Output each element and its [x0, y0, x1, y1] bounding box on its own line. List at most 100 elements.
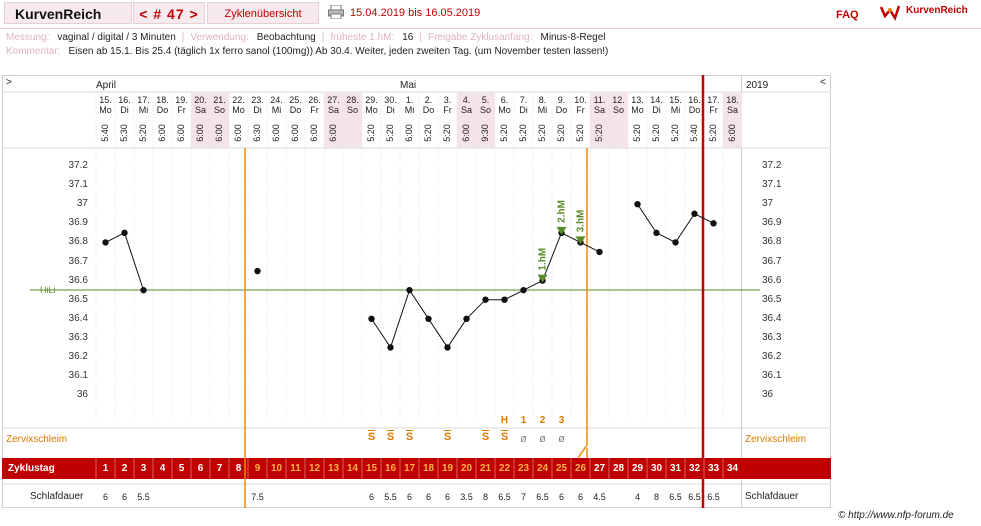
cycle-day-number: 31 — [669, 463, 682, 474]
day-date: 13. — [631, 95, 644, 105]
cycle-day-cell — [400, 459, 419, 478]
measure-time: 6:00 — [727, 124, 737, 142]
temp-line-segment — [580, 241, 600, 253]
cycle-day-cell — [533, 459, 552, 478]
y-tick-label-right: 36 — [762, 389, 774, 401]
sleep-value: 6 — [102, 492, 108, 502]
day-date: 9. — [557, 95, 566, 105]
day-date: 4. — [462, 95, 471, 105]
day-date: 10. — [574, 95, 587, 105]
temp-point — [596, 248, 603, 256]
day-date: 18. — [156, 95, 169, 105]
y-tick-label-right: 37.1 — [762, 179, 782, 191]
day-weekday: So — [479, 105, 491, 115]
day-weekday: Sa — [327, 105, 339, 115]
cycle-day-number: 26 — [574, 463, 587, 474]
day-weekday: Di — [519, 105, 528, 115]
cycle-day-number: 11 — [290, 463, 301, 474]
cervix-peak-mark: 1 — [520, 415, 527, 426]
top-bar: KurvenReich < # 47 > Zyklenübersicht 15.… — [0, 0, 981, 29]
measure-time: 6:00 — [157, 124, 167, 142]
measure-time: 5:40 — [100, 124, 110, 142]
measure-time: 5:20 — [594, 124, 604, 142]
temp-line-segment — [390, 289, 410, 348]
day-weekday: Mi — [271, 105, 282, 115]
measure-time: 5:20 — [708, 124, 718, 142]
temp-line-segment — [561, 232, 581, 243]
day-date: 17. — [137, 95, 150, 105]
weekend-shade — [191, 93, 210, 148]
sleep-label: Schlafdauer — [30, 491, 84, 502]
day-date: 24. — [270, 95, 283, 105]
day-weekday: Mo — [365, 105, 378, 115]
day-weekday: Mo — [99, 105, 112, 115]
cycle-navigator[interactable]: < # 47 > — [133, 2, 205, 24]
brand-title[interactable]: KurvenReich — [4, 2, 132, 24]
day-date: 23. — [251, 95, 264, 105]
temp-line-segment — [675, 213, 695, 243]
year-label: 2019 — [746, 80, 769, 91]
day-date: 25. — [289, 95, 302, 105]
measure-time: 6:00 — [404, 124, 414, 142]
y-tick-label: 36.2 — [68, 351, 88, 362]
temp-line-segment — [409, 289, 429, 320]
cervix-label: Zervixschleim — [6, 434, 68, 445]
measure-time: 5:20 — [138, 124, 148, 142]
cervix-label-right: Zervixschleim — [745, 434, 807, 445]
cycle-day-number: 4 — [159, 463, 166, 474]
y-tick-label: 36 — [76, 389, 88, 401]
measure-time: 5:20 — [670, 124, 680, 142]
temp-point — [444, 344, 451, 351]
nav-right-button[interactable]: < — [820, 77, 826, 88]
messung-label: Messung: — [6, 32, 50, 43]
day-date: 12. — [612, 95, 625, 105]
y-tick-label-right: 37.2 — [762, 160, 782, 171]
day-weekday: Sa — [194, 105, 206, 115]
y-tick-label: 37 — [76, 198, 88, 210]
y-tick-label: 36.5 — [68, 293, 88, 305]
cycle-overview-link[interactable]: Zyklenübersicht — [207, 2, 319, 24]
day-date: 16. — [688, 95, 701, 105]
measure-time: 6:00 — [195, 124, 205, 142]
day-weekday: So — [213, 105, 225, 115]
temp-point — [691, 210, 698, 217]
y-tick-label-right: 36.5 — [762, 293, 782, 305]
measure-time: 5:20 — [632, 124, 642, 142]
y-tick-label: 36.3 — [68, 331, 88, 343]
temp-line-segment — [428, 318, 448, 348]
cycle-day-number: 10 — [270, 463, 283, 474]
cycle-day-cell — [248, 459, 267, 478]
y-tick-label-right: 36.6 — [762, 274, 782, 286]
temp-point — [102, 239, 109, 246]
nav-left-button[interactable]: > — [6, 77, 12, 88]
orange-marker-bend — [577, 444, 588, 459]
day-date: 29. — [365, 95, 378, 105]
day-weekday: So — [346, 105, 358, 115]
measure-time: 6:00 — [328, 124, 338, 142]
day-weekday: Mo — [631, 105, 644, 115]
temp-point — [520, 286, 527, 294]
day-weekday: Mo — [232, 105, 245, 115]
day-date: 5. — [481, 95, 490, 105]
hm-label: 1.hM — [538, 248, 549, 271]
y-tick-label: 36.4 — [68, 312, 88, 324]
faq-link[interactable]: FAQ — [836, 9, 859, 21]
day-weekday: Mi — [138, 105, 149, 115]
y-tick-label: 36.1 — [68, 370, 88, 382]
y-tick-label: 37.2 — [68, 160, 88, 171]
print-icon[interactable] — [328, 5, 344, 19]
day-weekday: Di — [120, 105, 129, 115]
hm-triangle — [537, 274, 548, 283]
day-weekday: Do — [156, 105, 169, 115]
logo-text: KurvenReich — [906, 5, 968, 16]
cervix-symbol: S — [405, 431, 414, 443]
day-weekday: Mi — [537, 105, 548, 115]
cycle-day-cell — [476, 459, 495, 478]
y-tick-label: 37.1 — [68, 179, 88, 191]
cycle-day-number: 12 — [308, 463, 321, 474]
cervix-symbol: S — [481, 431, 490, 443]
y-tick-label: 36.7 — [68, 255, 88, 267]
day-weekday: Fr — [177, 105, 186, 115]
day-date: 15. — [669, 95, 682, 105]
